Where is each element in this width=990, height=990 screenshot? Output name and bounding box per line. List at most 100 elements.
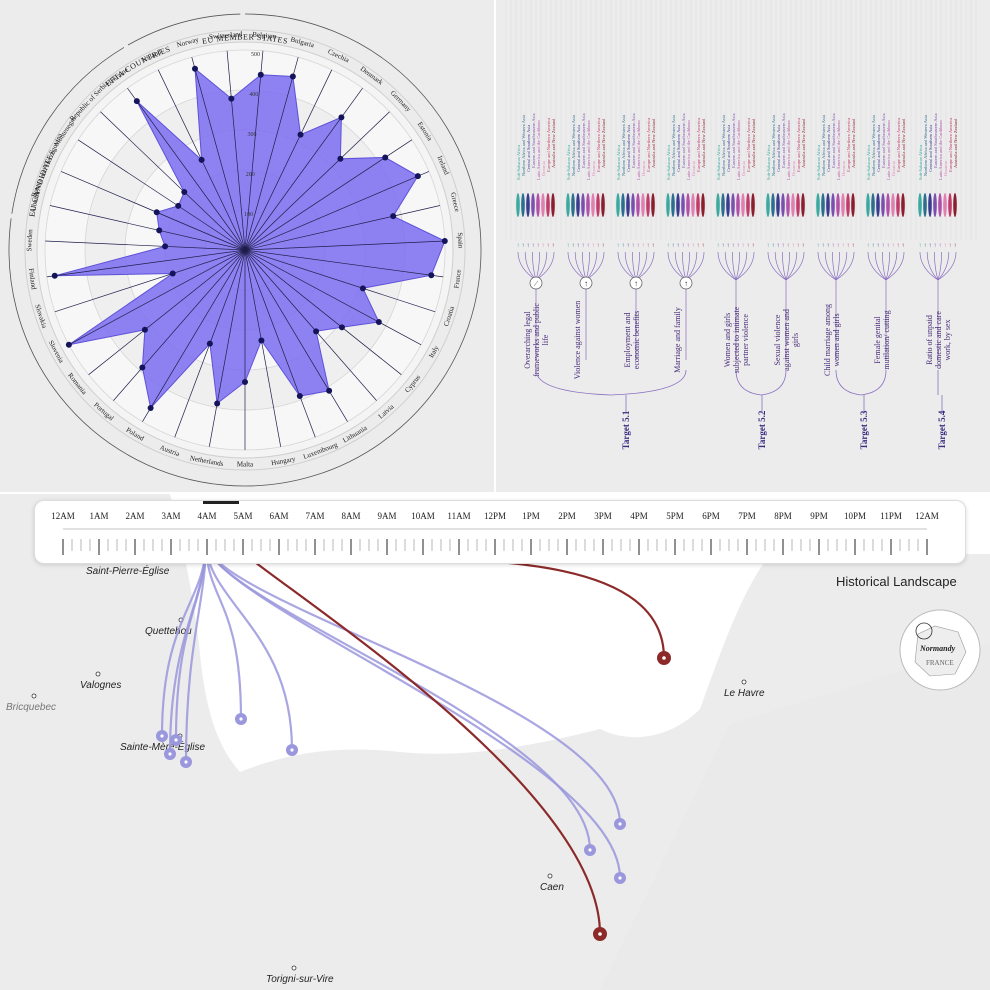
radar-point-bulgaria: [289, 73, 296, 80]
radar-spoke: [60, 171, 246, 251]
tree-arrow-icon: ↑: [837, 243, 840, 249]
timeline-tick-label: 9PM: [810, 511, 828, 521]
tree-fan-line: [835, 251, 840, 281]
allied-landing-point-center: [168, 752, 172, 756]
tree-arrow-icon: ↑: [622, 243, 625, 249]
tree-region-glyph: [621, 193, 625, 217]
tree-region-label: Oceania: [841, 161, 846, 176]
tree-region-glyph: [741, 193, 745, 217]
tree-region-glyph: [551, 193, 555, 217]
tree-arrow-icon: ↑: [527, 243, 530, 249]
allied-landing-point-center: [160, 734, 164, 738]
tree-region-label: Eastern and Southeastern Asia: [781, 113, 786, 168]
tree-region-glyph: [948, 193, 952, 217]
tree-region-label: Oceania: [641, 161, 646, 176]
tree-region-label: Sub-Saharan Africa: [816, 145, 821, 180]
tree-arrow-icon: ↑: [902, 243, 905, 249]
tree-fan-line: [785, 251, 798, 281]
tree-target-label: Target 5.2: [757, 410, 767, 449]
tree-badge-icon: ↑: [634, 279, 638, 288]
tree-arrow-icon: ↑: [949, 243, 952, 249]
tree-region-label: Sub-Saharan Africa: [666, 145, 671, 180]
radar-point-estonia: [382, 154, 389, 161]
tree-indicator-label: Female genital: [873, 316, 882, 364]
tree-arrow-icon: ↑: [667, 243, 670, 249]
tree-arrow-icon: ↑: [852, 243, 855, 249]
tree-indicator-label: mutilation/ cutting: [882, 310, 891, 369]
radar-spoke: [88, 249, 246, 375]
tree-arrow-icon: ↑: [847, 243, 850, 249]
timeline-tick-label: 2PM: [558, 511, 576, 521]
tree-arrow-icon: ↑: [802, 243, 805, 249]
radar-chart-panel: 100 200 300 400 500 Belgium Bulgaria Czechia De…: [0, 0, 494, 492]
tree-region-glyph: [831, 193, 835, 217]
tree-region-glyph: [933, 193, 937, 217]
tree-region-glyph: [596, 193, 600, 217]
tree-region-label: Northern Africa and Western Asia: [923, 115, 928, 176]
radar-spoke: [54, 249, 246, 313]
tree-fan-line: [735, 251, 755, 281]
tree-region-label: Sub-Saharan Africa: [716, 145, 721, 180]
tree-fan-line: [937, 251, 950, 281]
tree-arrow-icon: ↑: [552, 243, 555, 249]
tree-region-label: Australia and New Zealand: [901, 118, 906, 168]
tree-region-label: Northern Africa and Western Asia: [671, 115, 676, 176]
tree-region-label: Australia and New Zealand: [801, 118, 806, 168]
radar-spoke: [244, 249, 282, 447]
tree-region-glyph: [896, 193, 900, 217]
tree-region-glyph: [891, 193, 895, 217]
radar-point-montenegro: [175, 202, 182, 209]
tree-region-glyph: [776, 193, 780, 217]
timeline-tick-label: 12AM: [51, 511, 75, 521]
tree-region-label: Eastern and Southeastern Asia: [881, 113, 886, 168]
tree-fan-line: [785, 251, 805, 281]
tree-arrow-icon: ↑: [817, 243, 820, 249]
tree-indicator-badge: [529, 276, 543, 290]
tree-region-glyph: [943, 193, 947, 217]
tree-region-label: Europe and Northern America: [846, 118, 851, 172]
tree-indicator-label: domestic and care: [934, 311, 943, 369]
radar-spoke: [244, 249, 377, 401]
tree-arrow-icon: ↑: [954, 243, 957, 249]
radar-spoke: [208, 249, 246, 447]
tree-region-glyph: [636, 193, 640, 217]
tree-indicator-label: Violence against women: [573, 301, 582, 380]
tree-arrow-icon: ↑: [517, 243, 520, 249]
tree-arrow-icon: ↑: [832, 243, 835, 249]
tree-region-label: Latin America and the Caribbean: [886, 120, 891, 180]
tree-region-glyph: [923, 193, 927, 217]
radar-point-finland: [51, 272, 58, 279]
tree-region-glyph: [881, 193, 885, 217]
tree-region-label: Latin America and the Caribbean: [836, 120, 841, 180]
radar-spoke: [45, 240, 246, 251]
tree-arrow-icon: ↑: [617, 243, 620, 249]
radar-point-italy: [375, 319, 382, 326]
tree-arrow-icon: ↑: [687, 243, 690, 249]
tree-indicator-label: life: [541, 334, 550, 345]
tree-region-label: Eastern and Southeastern Asia: [581, 113, 586, 168]
tree-arrow-icon: ↑: [772, 243, 775, 249]
radar-spoke: [244, 69, 333, 251]
tree-fan-line: [885, 251, 905, 281]
tree-arrow-icon: ↑: [822, 243, 825, 249]
timeline-tick-label: 1AM: [89, 511, 108, 521]
timeline-axis[interactable]: 12AM 1AM 2AM 3AM 4AM 5AM 6AM 7AM 8AM 9AM 10AM 11AM 1…: [35, 501, 965, 563]
tree-indicator-label: girls: [791, 333, 800, 347]
tree-target-bracket: [535, 369, 687, 396]
tree-region-label: Europe and Northern America: [948, 118, 953, 172]
tree-region-label: Australia and New Zealand: [701, 118, 706, 168]
place-label: Le Havre: [724, 688, 765, 699]
tree-region-label: Europe and Northern America: [796, 118, 801, 172]
tree-arrow-icon: ↑: [682, 243, 685, 249]
radar-category-label: Sweden: [25, 229, 34, 252]
tree-region-glyph: [681, 193, 685, 217]
tree-region-glyph: [516, 193, 520, 217]
allied-landing-point-center: [174, 738, 178, 742]
tree-fan-line: [785, 251, 790, 281]
tree-arrow-icon: ↑: [929, 243, 932, 249]
radar-point-france: [428, 272, 435, 279]
radar-point-albania: [156, 227, 163, 234]
tree-region-label: Eastern and Southeastern Asia: [933, 113, 938, 168]
tree-fan-line: [934, 251, 939, 281]
tree-indicator-label: subjected to intimate: [732, 306, 741, 373]
